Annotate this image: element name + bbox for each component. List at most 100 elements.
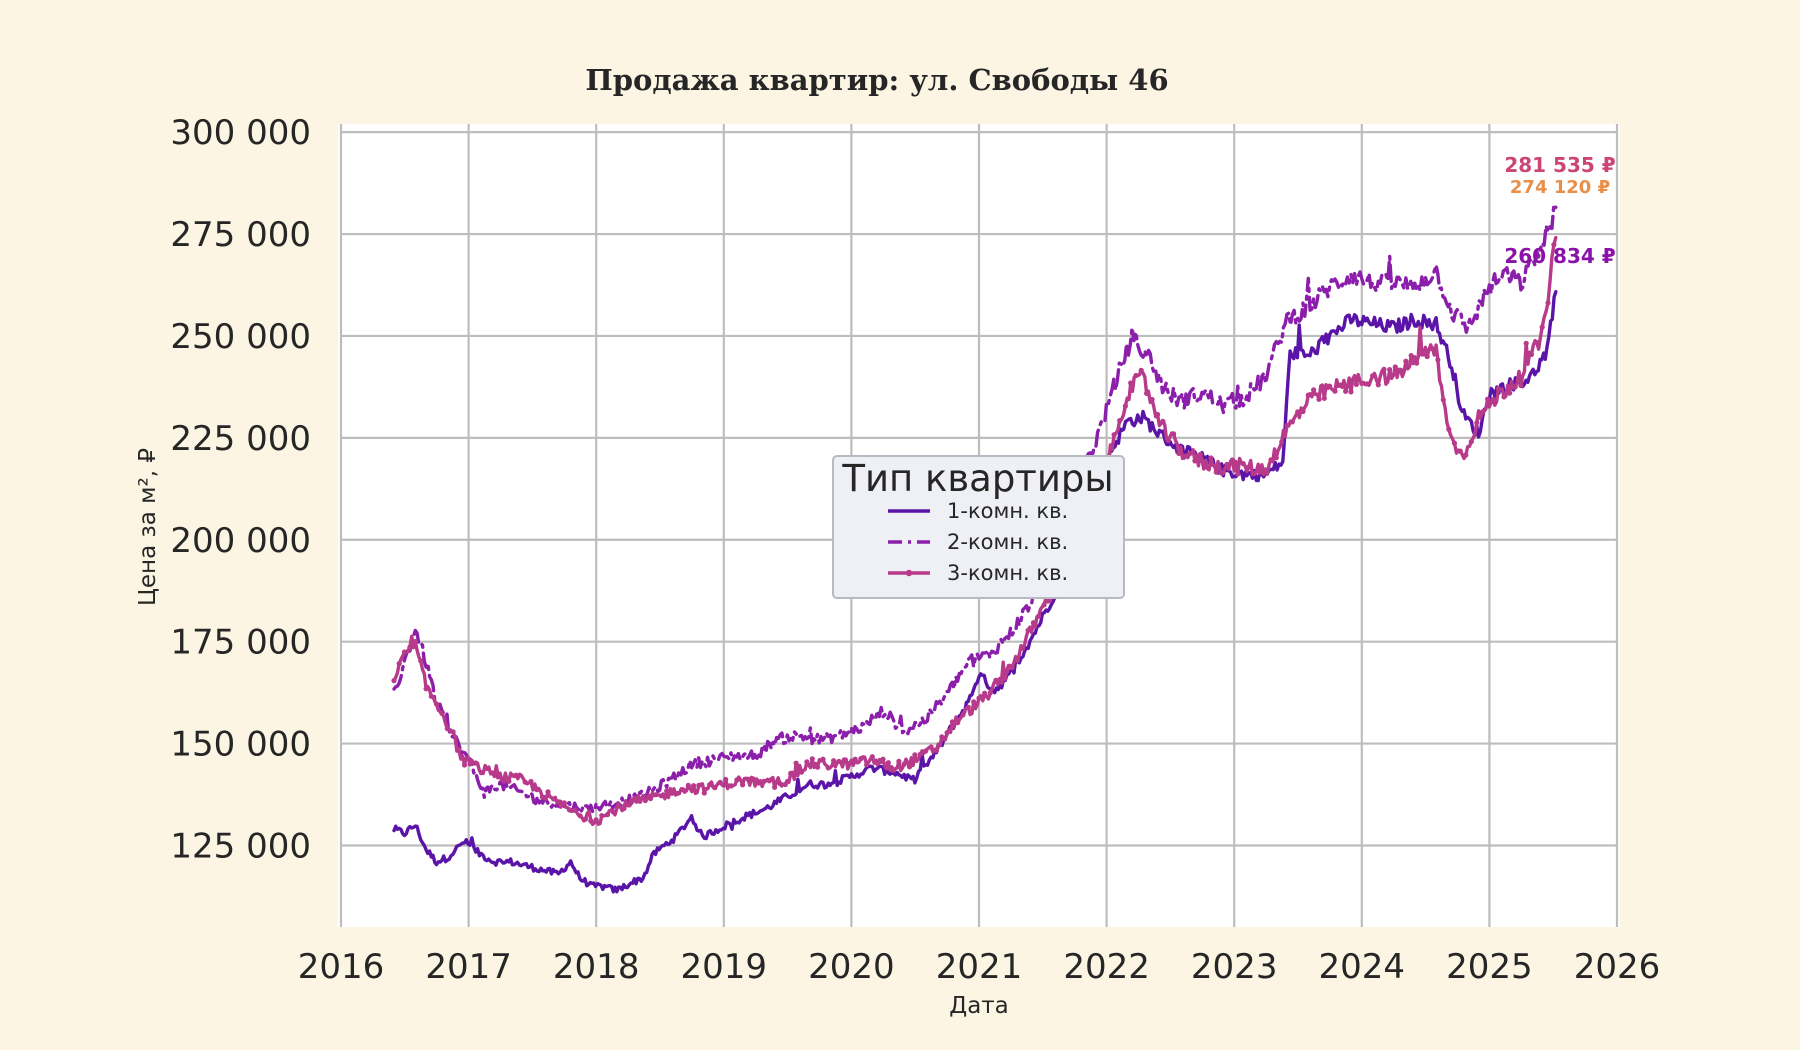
series-3-point: [412, 639, 418, 645]
legend-box: [832, 455, 1125, 599]
series-3-point: [777, 781, 783, 787]
series-3-point: [1149, 396, 1155, 403]
series-3-point: [1343, 388, 1349, 394]
series-3-point: [1036, 613, 1042, 619]
series-3-point: [1192, 458, 1198, 464]
series-3-point: [880, 756, 886, 762]
series-3-point: [391, 678, 397, 684]
series-3-point: [707, 782, 713, 788]
series-3-point: [1392, 364, 1398, 370]
series-3-point: [501, 778, 507, 784]
series-3-point: [599, 813, 605, 819]
end-value-label: 260 834 ₽: [1504, 244, 1615, 268]
series-3-point: [1316, 396, 1322, 402]
series-3-point: [1311, 387, 1317, 393]
x-tick-label: 2018: [553, 947, 640, 987]
legend-label: 1-комн. кв.: [947, 499, 1068, 523]
series-3-point: [653, 792, 659, 798]
series-3-point: [1348, 389, 1354, 395]
y-tick-label: 200 000: [170, 521, 311, 561]
series-3-point: [750, 776, 756, 782]
series-3-point: [1224, 461, 1230, 467]
series-group: [391, 202, 1558, 894]
series-3-point: [1030, 620, 1036, 626]
chart-title: Продажа квартир: ул. Свободы 46: [585, 63, 1168, 97]
x-tick-label: 2023: [1191, 947, 1278, 987]
series-3-point: [1128, 380, 1134, 386]
series-3-point: [852, 756, 858, 762]
series-3-point: [1512, 384, 1518, 390]
series-3-point: [1263, 467, 1269, 473]
legend-title: Тип квартиры: [841, 457, 1113, 500]
series-3-point: [847, 760, 853, 767]
series-3-point: [1138, 367, 1144, 373]
series-3-point: [1474, 420, 1480, 426]
series-3-point: [1300, 408, 1306, 415]
series-3-point: [1268, 457, 1274, 463]
series-3-point: [1046, 598, 1053, 604]
series-3-point: [728, 783, 734, 789]
x-tick-label: 2019: [681, 947, 768, 987]
series-3-point: [456, 746, 462, 753]
series-3-point: [1403, 358, 1409, 364]
y-tick-label: 250 000: [170, 317, 311, 357]
series-3-point: [539, 794, 546, 800]
series-3-point: [418, 658, 424, 664]
series-3-point: [1289, 419, 1295, 425]
series-3-point: [782, 781, 788, 788]
series-3-point: [545, 789, 551, 795]
series-3-point: [993, 677, 999, 683]
series-3-point: [1495, 385, 1501, 392]
series-3-point: [901, 761, 907, 767]
series-3-point: [712, 785, 718, 791]
series-3-point: [506, 778, 512, 784]
series-3-point: [841, 757, 847, 763]
series-3-point: [1213, 469, 1219, 475]
x-tick-label: 2021: [936, 947, 1023, 987]
series-3-point: [680, 787, 686, 793]
series-3-point: [473, 760, 479, 766]
series-3-point: [1332, 388, 1338, 394]
series-3-point: [831, 758, 837, 764]
series-3-point: [1551, 242, 1557, 248]
series-3-point: [772, 784, 778, 790]
series-3-point: [965, 704, 972, 710]
x-tick-label: 2017: [425, 947, 512, 987]
y-tick-label: 300 000: [170, 113, 311, 153]
series-3-point: [588, 818, 594, 824]
x-axis-label: Дата: [949, 993, 1009, 1019]
series-3-point: [998, 679, 1005, 685]
series-3-point: [461, 762, 468, 768]
series-3-point: [1041, 602, 1047, 608]
series-3-point: [1446, 426, 1452, 432]
series-3-point: [522, 779, 528, 785]
series-3-point: [1279, 439, 1285, 445]
y-axis-label: Цена за м², ₽: [135, 448, 161, 606]
series-3-point: [875, 761, 881, 767]
series-3-point: [1117, 418, 1123, 424]
series-3-point: [396, 661, 402, 667]
series-3-point: [1025, 627, 1031, 633]
series-line-3: [392, 235, 1558, 827]
series-3-point: [561, 800, 567, 806]
series-3-point: [637, 798, 643, 804]
series-3-point: [626, 802, 632, 808]
series-3-point: [593, 817, 599, 823]
series-3-point: [566, 807, 573, 813]
series-3-point: [740, 782, 746, 788]
series-3-point: [439, 710, 445, 716]
series-3-point: [1111, 432, 1117, 438]
legend-label: 3-комн. кв.: [947, 561, 1068, 585]
series-3-point: [1387, 367, 1393, 373]
series-3-point: [648, 795, 654, 802]
series-3-point: [582, 816, 589, 822]
series-3-point: [1208, 455, 1214, 461]
series-3-point: [804, 759, 810, 765]
series-3-point: [1539, 324, 1545, 330]
y-tick-label: 275 000: [170, 215, 311, 255]
series-line-1: [392, 290, 1558, 894]
series-3-point: [1463, 452, 1469, 458]
series-3-point: [1229, 457, 1235, 463]
series-3-point: [1408, 353, 1414, 359]
series-3-point: [1219, 470, 1225, 476]
